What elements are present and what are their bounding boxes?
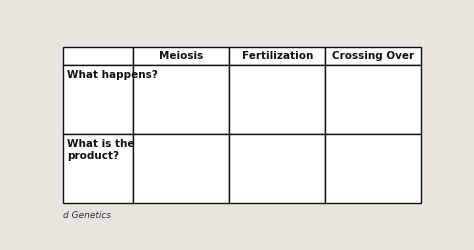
Bar xyxy=(325,47,421,65)
Bar xyxy=(134,47,229,65)
Bar xyxy=(325,65,421,134)
Bar xyxy=(134,134,229,203)
Bar xyxy=(325,134,421,203)
Text: Fertilization: Fertilization xyxy=(242,51,313,61)
Bar xyxy=(63,47,134,65)
Bar xyxy=(134,65,229,134)
Text: What is the
product?: What is the product? xyxy=(67,139,135,161)
Bar xyxy=(229,65,325,134)
Bar xyxy=(229,134,325,203)
Bar xyxy=(63,134,134,203)
Text: Meiosis: Meiosis xyxy=(159,51,203,61)
Text: Crossing Over: Crossing Over xyxy=(332,51,414,61)
Text: What happens?: What happens? xyxy=(67,70,158,80)
Bar xyxy=(229,47,325,65)
Text: d Genetics: d Genetics xyxy=(63,211,111,220)
Bar xyxy=(63,65,134,134)
